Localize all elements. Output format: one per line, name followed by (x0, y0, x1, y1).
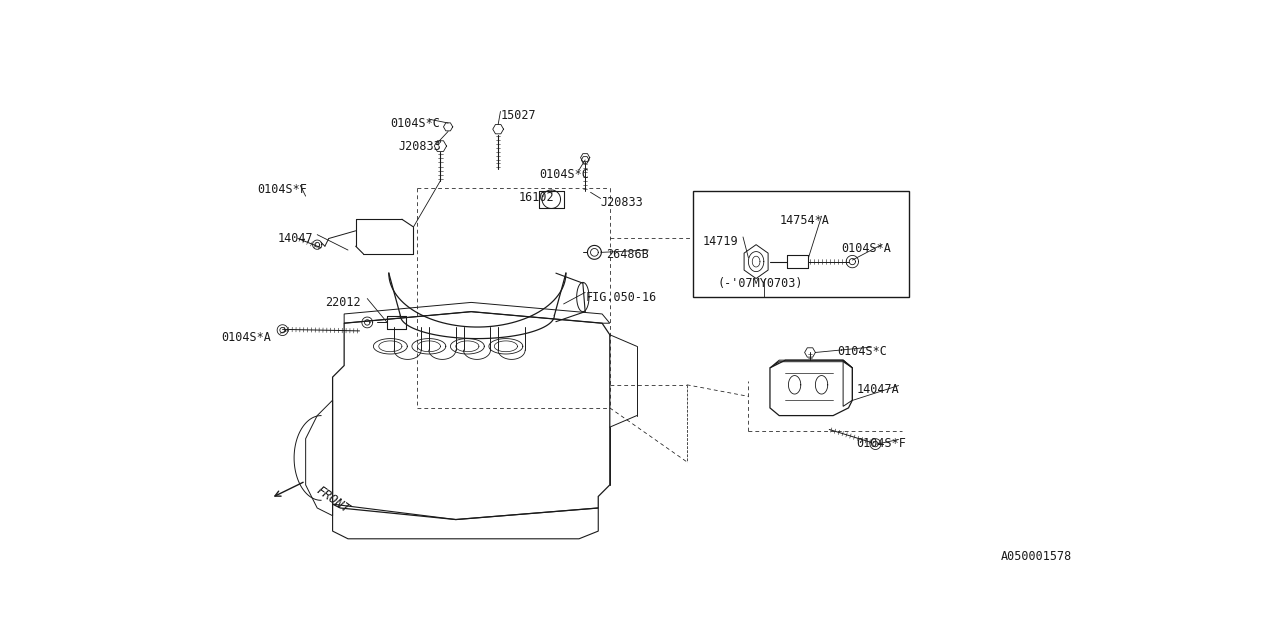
Text: A050001578: A050001578 (1001, 550, 1071, 563)
Bar (692, 191, 909, 297)
Text: 0104S*A: 0104S*A (841, 243, 891, 255)
Text: 26486B: 26486B (605, 248, 649, 260)
Text: J20833: J20833 (398, 140, 440, 153)
Text: 0104S*F: 0104S*F (856, 437, 906, 450)
Text: 15027: 15027 (500, 109, 536, 122)
Text: 0104S*C: 0104S*C (390, 117, 440, 130)
Text: FIG.050-16: FIG.050-16 (585, 291, 657, 304)
Text: 0104S*C: 0104S*C (539, 168, 589, 180)
Text: 14719: 14719 (703, 235, 737, 248)
Text: FRONT: FRONT (314, 483, 352, 515)
Text: 16102: 16102 (518, 191, 554, 204)
Text: 0104S*C: 0104S*C (837, 345, 887, 358)
Text: J20833: J20833 (600, 196, 644, 209)
Text: 0104S*A: 0104S*A (221, 331, 271, 344)
Text: 14047: 14047 (278, 232, 312, 245)
Text: 0104S*F: 0104S*F (257, 183, 307, 196)
Text: 14754*A: 14754*A (780, 214, 829, 227)
Text: (-'07MY0703): (-'07MY0703) (718, 277, 803, 290)
Text: 14047A: 14047A (856, 383, 899, 396)
Text: 22012: 22012 (325, 296, 361, 309)
